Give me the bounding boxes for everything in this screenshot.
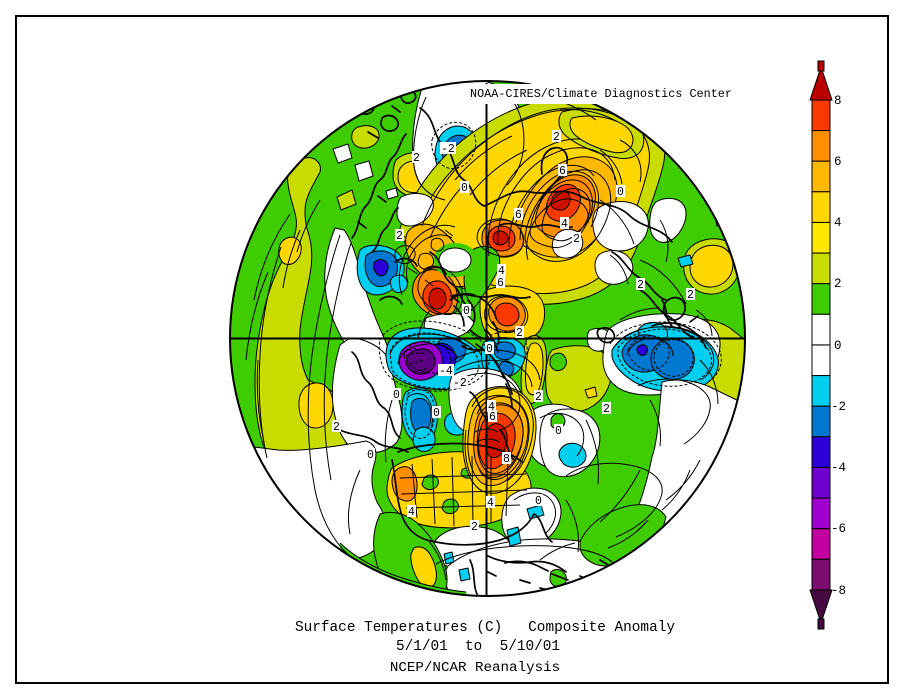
- svg-text:0: 0: [463, 305, 470, 318]
- svg-text:2: 2: [396, 230, 403, 243]
- svg-text:0: 0: [555, 425, 562, 438]
- svg-text:2: 2: [333, 421, 340, 434]
- svg-text:0: 0: [535, 495, 542, 508]
- svg-text:0: 0: [433, 407, 440, 420]
- svg-text:2: 2: [535, 391, 542, 404]
- svg-text:0: 0: [367, 449, 374, 462]
- svg-text:-2: -2: [453, 377, 467, 390]
- svg-text:0: 0: [393, 389, 400, 402]
- svg-text:2: 2: [413, 152, 420, 165]
- svg-text:-4: -4: [439, 365, 453, 378]
- svg-text:0: 0: [486, 343, 493, 356]
- svg-text:-2: -2: [441, 143, 455, 156]
- svg-text:8: 8: [503, 453, 510, 466]
- svg-text:4: 4: [487, 497, 494, 510]
- svg-text:2: 2: [516, 327, 523, 340]
- svg-text:4: 4: [408, 506, 415, 519]
- svg-text:2: 2: [603, 403, 610, 416]
- svg-text:4: 4: [561, 218, 568, 231]
- svg-text:2: 2: [687, 289, 694, 302]
- svg-text:0: 0: [461, 182, 468, 195]
- svg-text:4: 4: [488, 401, 495, 414]
- svg-text:4: 4: [498, 265, 505, 278]
- svg-text:6: 6: [559, 165, 566, 178]
- svg-text:0: 0: [617, 186, 624, 199]
- svg-text:0: 0: [341, 559, 348, 572]
- svg-text:2: 2: [637, 279, 644, 292]
- svg-text:6: 6: [497, 277, 504, 290]
- svg-text:6: 6: [515, 209, 522, 222]
- svg-text:2: 2: [573, 233, 580, 246]
- svg-text:2: 2: [553, 131, 560, 144]
- svg-text:6: 6: [489, 411, 496, 424]
- svg-text:2: 2: [471, 521, 478, 534]
